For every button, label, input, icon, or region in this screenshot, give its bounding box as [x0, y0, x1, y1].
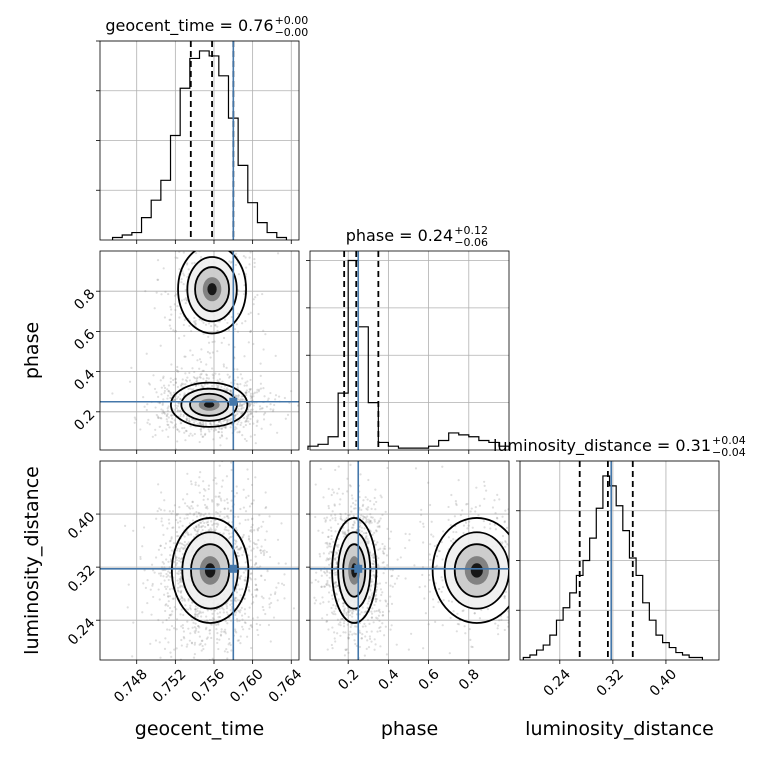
p10-yticklabel-2: 0.6: [71, 326, 98, 353]
title-phase: phase = 0.24: [346, 226, 453, 245]
p21-contour-0-2: [342, 543, 367, 598]
p21-xticklabel-2: 0.6: [416, 666, 443, 693]
p11-histogram-outline: [307, 259, 510, 450]
p10-contour-1-0: [177, 251, 247, 335]
p22-xticklabel-0: 0.24: [541, 666, 574, 699]
title-geocent_time-minus: −0.00: [275, 26, 309, 39]
title-luminosity_distance-plus: +0.04: [712, 434, 746, 447]
p20-yticklabel-0: 0.24: [65, 615, 98, 648]
p10-contour-1-2: [194, 266, 230, 313]
p20-contour-0-1: [181, 531, 239, 610]
p21-truth-marker: [354, 564, 363, 573]
scatter-panel-phase-luminosity_distance: 0.2 0.4 0.6 0.8: [306, 460, 510, 693]
p00-frame: [99, 40, 300, 241]
p21-xticklabel-1: 0.4: [375, 666, 402, 693]
p20-yticklabel-1: 0.32: [65, 562, 98, 595]
title-geocent_time-plus: +0.00: [275, 14, 309, 27]
xlabel-phase: phase: [381, 718, 438, 740]
p10-frame: [99, 250, 300, 451]
p22-xticklabel-1: 0.32: [594, 666, 627, 699]
p10-plot-area: [111, 251, 299, 450]
xlabel-luminosity_distance: luminosity_distance: [525, 718, 714, 740]
title-phase-minus: −0.06: [454, 236, 488, 249]
p20-contour-0-0: [170, 517, 250, 624]
p20-frame: [99, 460, 300, 661]
p00-histogram-outline: [111, 50, 288, 240]
ylabel-luminosity_distance: luminosity_distance: [21, 466, 43, 655]
p11-frame: [309, 250, 510, 451]
p21-contour-1-0: [431, 517, 509, 624]
p20-xticklabel-4: 0.764: [266, 666, 306, 706]
p20-yticklabel-2: 0.40: [65, 509, 98, 542]
p10-yticklabel-3: 0.8: [71, 286, 98, 313]
p10-contour-0-2: [189, 392, 230, 417]
p21-contour-0-0: [331, 517, 378, 624]
p22-frame: [519, 460, 720, 661]
title-luminosity_distance: luminosity_distance = 0.31: [493, 436, 711, 456]
histogram-panel-phase: [306, 250, 510, 454]
ylabel-phase: phase: [21, 322, 43, 379]
scatter-panel-geocent_time-phase: 0.2 0.4 0.6 0.8: [71, 250, 300, 454]
p10-truth-marker: [229, 397, 238, 406]
p20-xticklabel-2: 0.756: [188, 666, 228, 706]
p10-yticklabel-1: 0.4: [71, 367, 98, 394]
p20-contour-0-2: [190, 543, 231, 598]
histogram-panel-luminosity_distance: 0.24 0.32 0.40: [516, 460, 720, 700]
p10-density-1-4: [207, 283, 217, 296]
p20-xticklabel-0: 0.748: [111, 666, 151, 706]
p21-density-1-4: [470, 563, 483, 578]
p21-contour-0-1: [337, 531, 372, 610]
histogram-panel-geocent_time: [96, 40, 300, 244]
p21-xticklabel-3: 0.8: [456, 666, 483, 693]
p10-density-0-4: [203, 401, 215, 408]
p22-xticklabel-2: 0.40: [647, 666, 680, 699]
p20-xticklabel-3: 0.760: [227, 666, 267, 706]
xlabel-geocent_time: geocent_time: [135, 718, 264, 740]
p10-contour-1-1: [186, 256, 238, 323]
p21-xticklabel-0: 0.2: [335, 666, 362, 693]
p21-plot-area: [310, 461, 509, 660]
p22-histogram-outline: [522, 475, 704, 660]
title-phase-plus: +0.12: [454, 224, 488, 237]
p20-plot-area: [123, 461, 299, 660]
p21-contour-1-2: [453, 543, 500, 598]
p10-contour-0-0: [170, 381, 249, 428]
p21-frame: [309, 460, 510, 661]
title-luminosity_distance-minus: −0.04: [712, 446, 746, 459]
title-geocent_time: geocent_time = 0.76: [105, 16, 273, 36]
p20-density-0-4: [204, 563, 216, 578]
p20-truth-marker: [229, 564, 238, 573]
p10-yticklabel-0: 0.2: [71, 407, 98, 434]
p20-xticklabel-1: 0.752: [150, 666, 190, 706]
